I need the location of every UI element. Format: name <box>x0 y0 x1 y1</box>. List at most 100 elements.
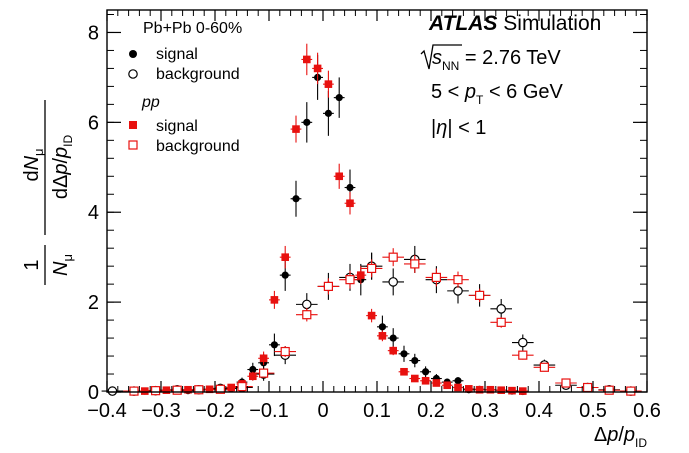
data-point <box>215 384 225 394</box>
data-point <box>411 374 419 383</box>
data-point <box>410 259 420 269</box>
annotations: ATLAS Simulation sNN = 2.76 TeV 5 < pT < 6… <box>420 12 601 139</box>
sqrt-sign <box>420 44 462 70</box>
legend-label-pp-signal: signal <box>156 118 198 135</box>
data-point <box>496 304 506 314</box>
data-point <box>497 386 505 395</box>
data-point <box>508 386 516 395</box>
x-tick-label: −0.4 <box>87 400 126 422</box>
y-tick-label: 8 <box>88 22 99 44</box>
data-point <box>346 183 354 192</box>
data-point <box>454 377 462 385</box>
data-point <box>259 354 268 363</box>
data-point <box>432 379 441 387</box>
data-point <box>151 386 161 396</box>
legend-marker-pbpb-background <box>128 69 138 79</box>
data-point <box>281 271 289 279</box>
data-point <box>301 299 312 310</box>
data-point <box>454 383 462 392</box>
data-point <box>172 385 182 395</box>
y-label-dn: dNμ <box>21 148 46 181</box>
data-point <box>388 277 398 287</box>
legend-pbpb-title: Pb+Pb 0-60% <box>143 20 242 37</box>
y-tick-label: 4 <box>88 202 99 224</box>
data-point <box>303 55 311 64</box>
data-point <box>281 253 289 261</box>
data-point <box>107 386 118 396</box>
data-point <box>302 310 312 320</box>
legend-marker-pp-background <box>128 140 138 150</box>
data-point <box>389 334 397 342</box>
data-point <box>303 118 311 126</box>
data-point <box>129 386 139 396</box>
data-point <box>249 372 257 381</box>
data-point <box>539 362 550 372</box>
y-label-one: 1 <box>21 259 43 270</box>
annotation-pt: 5 < pT < 6 GeV <box>431 81 564 107</box>
data-point <box>561 378 571 388</box>
data-point <box>367 311 376 320</box>
data-point <box>475 290 485 300</box>
y-tick-label: 0 <box>88 382 99 404</box>
data-point <box>389 346 397 355</box>
y-tick-label: 6 <box>88 112 99 134</box>
data-point <box>400 367 408 376</box>
x-tick-label: −0.2 <box>195 400 234 422</box>
x-tick-label: 0.2 <box>417 400 445 422</box>
data-point <box>604 385 614 395</box>
data-point <box>496 317 506 327</box>
data-point <box>227 383 235 392</box>
annotation-energy: sNN = 2.76 TeV <box>432 47 561 73</box>
data-point <box>378 323 386 331</box>
legend-label-pbpb-background: background <box>156 66 240 83</box>
data-point <box>411 356 419 365</box>
legend-marker-pbpb-signal <box>129 50 137 58</box>
x-tick-label: 0.1 <box>363 400 391 422</box>
y-tick-label: 2 <box>88 292 99 314</box>
legend-marker-pp-signal <box>129 121 137 129</box>
data-point <box>400 350 408 358</box>
data-point <box>346 199 354 208</box>
x-tick-label: 0.3 <box>471 400 499 422</box>
data-point <box>367 263 377 274</box>
data-point <box>486 385 495 394</box>
data-point <box>518 350 528 360</box>
data-point <box>335 172 343 181</box>
data-point <box>475 385 484 394</box>
data-point <box>259 368 269 378</box>
data-point <box>270 296 279 304</box>
data-point <box>517 337 528 348</box>
legend-pp-title: pp <box>141 94 160 111</box>
data-point <box>194 385 204 395</box>
data-point <box>280 346 290 357</box>
data-point <box>324 80 333 88</box>
x-tick-label: 0.5 <box>579 400 607 422</box>
x-tick-label: 0.4 <box>525 400 553 422</box>
data-point <box>626 386 636 396</box>
annotation-eta: |η| < 1 <box>431 117 486 139</box>
x-tick-label: −0.3 <box>141 400 180 422</box>
data-point <box>421 376 430 385</box>
data-point <box>453 275 463 285</box>
series-pb-pb-0-60--signal <box>107 54 529 396</box>
data-point <box>292 195 300 203</box>
data-point <box>270 341 278 349</box>
legend-label-pbpb-signal: signal <box>156 46 198 63</box>
x-axis-label: Δp/pID <box>594 424 648 450</box>
data-point <box>324 109 332 117</box>
data-point <box>519 387 527 395</box>
data-point <box>453 286 463 296</box>
x-tick-label: 0 <box>317 400 328 422</box>
data-point <box>582 382 593 393</box>
data-point <box>465 385 473 393</box>
data-point <box>345 275 355 285</box>
x-tick-label: −0.1 <box>249 400 288 422</box>
data-point <box>422 368 430 376</box>
data-point <box>313 64 322 73</box>
legend-label-pp-background: background <box>156 138 240 155</box>
legend: Pb+Pb 0-60% signal background pp signal backg… <box>128 20 242 155</box>
data-point <box>249 365 257 374</box>
data-point <box>323 281 333 291</box>
